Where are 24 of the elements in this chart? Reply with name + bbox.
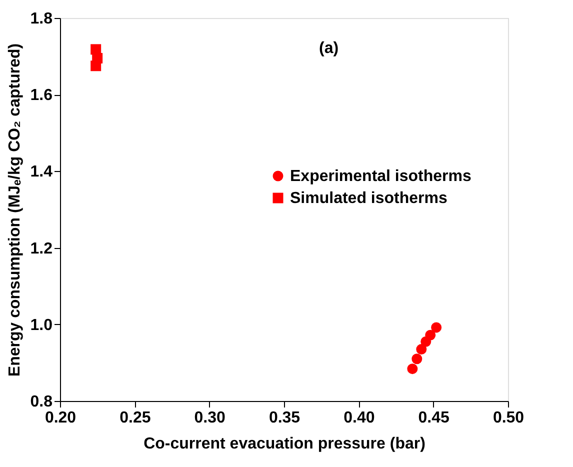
x-tick-label: 0.25 [120,410,151,426]
y-tick-label: 1.4 [30,164,53,181]
y-axis-title: Energy consumption (MJₑ/kg CO₂ captured) [6,43,24,377]
point [412,354,422,364]
point [431,322,442,333]
y-tick-label: 1.6 [30,87,53,104]
y-tick-label: 0.8 [30,394,53,410]
x-tick-label: 0.45 [418,410,450,426]
x-tick-label: 0.40 [344,410,375,426]
x-tick-label: 0.50 [492,410,524,426]
y-tick-label: 1.0 [30,316,53,334]
x-tick-label: 0.20 [44,410,76,426]
legend-label: Experimental isotherms [290,168,472,185]
legend-label: Simulated isotherms [290,190,448,207]
x-tick-label: 0.30 [194,410,226,426]
x-axis-title: Co-current evacuation pressure (bar) [144,436,426,452]
annotation: (a) [319,40,339,57]
x-tick-label: 0.35 [268,410,300,426]
y-tick-label: 1.8 [30,10,53,28]
point [90,44,102,55]
point [416,344,427,355]
y-tick-label: 1.2 [30,240,53,258]
point [407,364,418,374]
point [425,330,436,340]
